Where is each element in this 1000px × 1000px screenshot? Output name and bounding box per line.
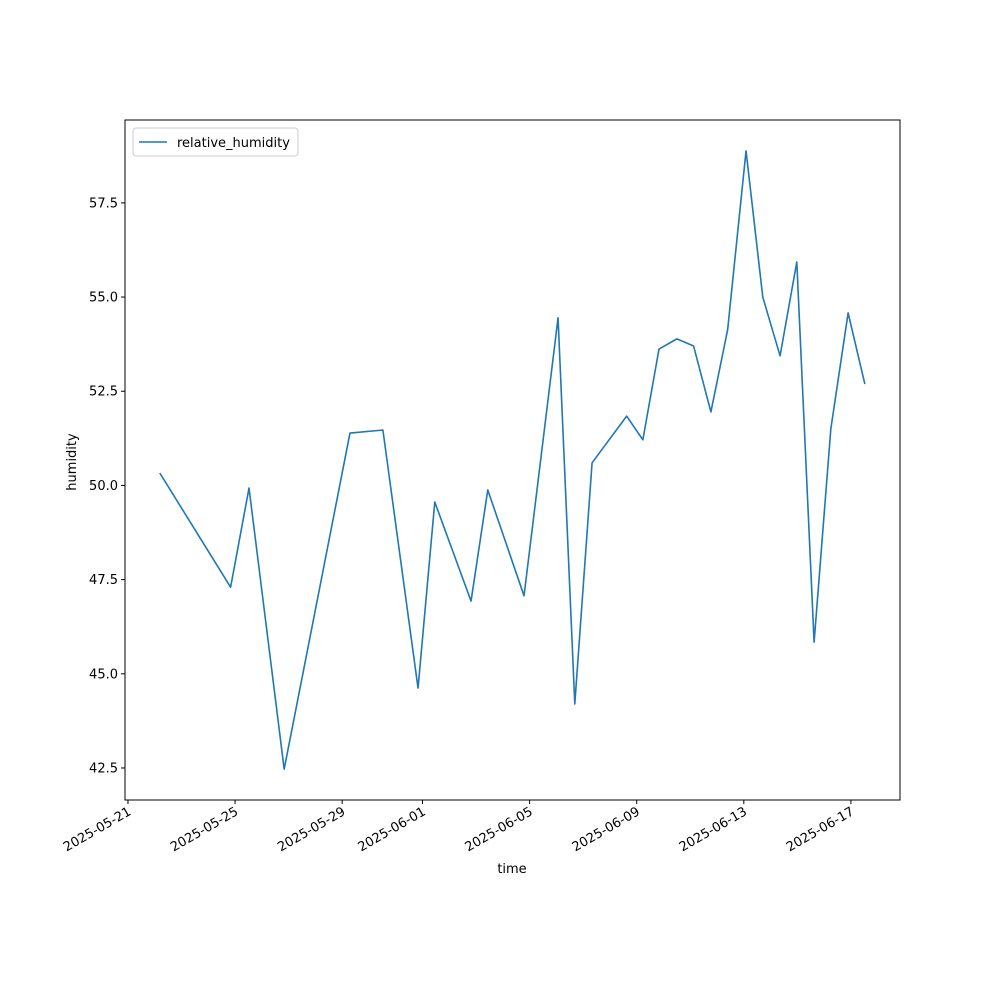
axes-frame: [124, 119, 901, 801]
x-tick-label: 2025-05-29: [275, 804, 348, 855]
y-tick-label: 50.0: [89, 479, 118, 494]
x-axis-label: time: [497, 862, 526, 877]
y-tick-label: 47.5: [89, 573, 118, 588]
y-axis-label: humidity: [65, 433, 80, 491]
y-tick-label: 45.0: [89, 667, 118, 682]
y-tick-label: 52.5: [89, 385, 118, 400]
x-tick-label: 2025-05-21: [61, 804, 134, 855]
x-tick-label: 2025-06-05: [463, 804, 536, 855]
x-tick-label: 2025-06-01: [356, 804, 429, 855]
legend-label: relative_humidity: [177, 136, 290, 151]
legend: [132, 127, 299, 157]
y-tick-label: 57.5: [89, 196, 118, 211]
line: [159, 150, 866, 770]
x-tick-label: 2025-06-09: [570, 804, 643, 855]
x-tick-label: 2025-06-17: [784, 804, 857, 855]
y-tick-label: 55.0: [89, 291, 118, 306]
y-tick-label: 42.5: [89, 761, 118, 776]
x-tick-label: 2025-05-25: [168, 804, 241, 855]
x-tick-label: 2025-06-13: [677, 804, 750, 855]
